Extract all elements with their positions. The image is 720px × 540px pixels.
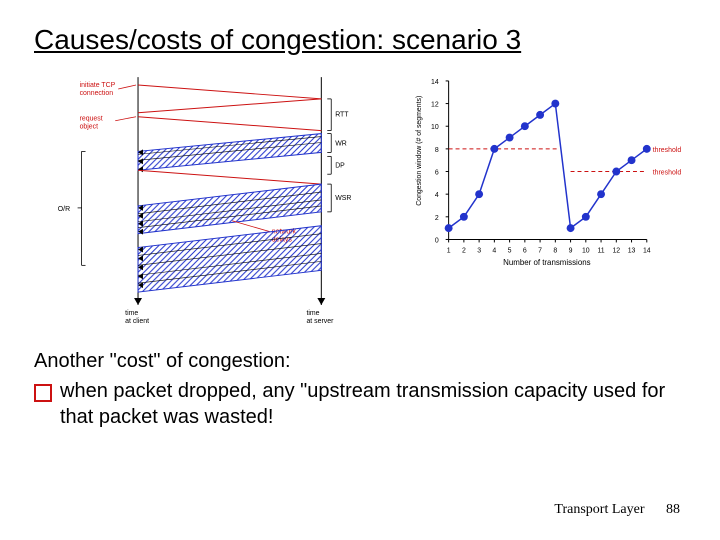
svg-text:10: 10 [582,247,590,254]
bullet-icon [34,384,52,402]
figures-row: initiate TCP connection request object R… [34,66,686,326]
body-block: Another "cost" of congestion: when packe… [34,348,686,430]
label-time-server: time at server [306,310,334,325]
bullet-text: when packet dropped, any "upstream trans… [60,378,686,430]
svg-text:2: 2 [462,247,466,254]
cwnd-chart: 02468101214 1234567891011121314 Congesti… [409,66,686,296]
svg-text:9: 9 [568,247,572,254]
svg-text:4: 4 [434,192,438,199]
svg-text:1: 1 [446,247,450,254]
x-ticks: 1234567891011121314 [446,239,650,254]
label-rtt: RTT [335,112,349,119]
ylabel: Congestion window (# of segments) [415,96,422,206]
svg-text:7: 7 [538,247,542,254]
svg-text:3: 3 [477,247,481,254]
footer: Transport Layer 88 [554,502,680,518]
svg-text:threshold: threshold [652,169,681,176]
svg-text:6: 6 [522,247,526,254]
svg-text:8: 8 [434,147,438,154]
svg-text:14: 14 [431,79,439,86]
label-or: O/R [58,206,70,213]
label-dp: DP [335,162,345,169]
slide-title: Causes/costs of congestion: scenario 3 [34,24,686,56]
svg-text:13: 13 [627,247,635,254]
y-ticks: 0 2 4 6 8 10 12 14 [431,79,449,245]
svg-text:6: 6 [434,169,438,176]
svg-text:8: 8 [553,247,557,254]
svg-text:11: 11 [597,247,604,254]
svg-text:4: 4 [492,247,496,254]
spacetime-diagram: initiate TCP connection request object R… [34,66,401,326]
svg-text:12: 12 [431,102,439,109]
label-wsr: WSR [335,195,351,202]
slide: Causes/costs of congestion: scenario 3 i… [0,0,720,540]
label-wr: WR [335,140,347,147]
xlabel: Number of transmissions [503,258,590,267]
bullet-row: when packet dropped, any "upstream trans… [34,378,686,430]
svg-text:12: 12 [612,247,620,254]
label-initiate: initiate TCP connection [80,82,118,97]
svg-text:threshold: threshold [652,147,681,154]
svg-text:14: 14 [643,247,651,254]
svg-text:5: 5 [507,247,511,254]
svg-text:2: 2 [434,215,438,222]
svg-text:10: 10 [431,124,439,131]
label-request: request object [80,116,105,131]
body-heading: Another "cost" of congestion: [34,348,686,374]
svg-text:0: 0 [434,237,438,244]
label-time-client: time at client [125,310,149,325]
footer-label: Transport Layer [554,502,644,517]
page-number: 88 [666,502,680,517]
